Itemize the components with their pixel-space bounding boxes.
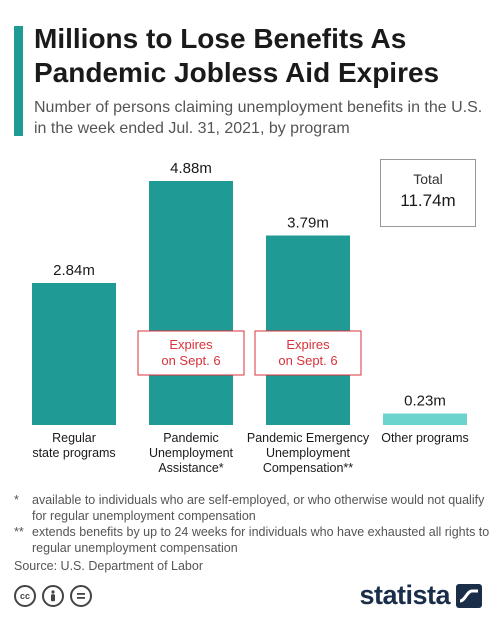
total-box: Total 11.74m — [380, 159, 476, 227]
annotation-text: on Sept. 6 — [161, 353, 220, 368]
category-label: Pandemic — [163, 431, 219, 445]
statista-logo[interactable]: statista — [359, 580, 482, 611]
footnote-2: ** extends benefits by up to 24 weeks fo… — [14, 524, 494, 556]
footnote-mark: ** — [14, 525, 24, 539]
title-accent-bar — [14, 26, 23, 136]
annotation-box — [137, 330, 245, 376]
category-label: Unemployment — [149, 446, 234, 460]
footnote-text: extends benefits by up to 24 weeks for i… — [32, 525, 490, 555]
bar — [266, 235, 350, 425]
category-label: state programs — [32, 446, 115, 460]
license-icons: cc — [14, 585, 92, 607]
footnote-1: * available to individuals who are self-… — [14, 492, 494, 524]
chart-title: Millions to Lose Benefits As Pandemic Jo… — [34, 23, 440, 88]
chart-subtitle: Number of persons claiming unemployment … — [34, 99, 483, 137]
category-label: Other programs — [381, 431, 469, 445]
brand-name: statista — [359, 580, 450, 610]
bar — [32, 283, 116, 425]
statista-mark-icon — [456, 583, 482, 608]
category-label: Regular — [52, 431, 96, 445]
footnote-text: available to individuals who are self-em… — [32, 493, 485, 523]
footnote-mark: * — [14, 493, 19, 507]
annotation-box — [254, 330, 362, 376]
attribution-icon[interactable] — [42, 585, 64, 607]
total-value: 11.74m — [400, 191, 456, 210]
total-label: Total — [413, 171, 443, 187]
annotation-text: Expires — [169, 337, 213, 352]
category-label: Assistance* — [158, 461, 223, 475]
bar-value-label: 0.23m — [404, 393, 446, 410]
annotation-text: on Sept. 6 — [278, 353, 337, 368]
bar-value-label: 2.84m — [53, 262, 95, 279]
bar-value-label: 3.79m — [287, 215, 329, 232]
category-label: Compensation** — [263, 461, 353, 475]
bar — [149, 181, 233, 425]
footnotes: * available to individuals who are self-… — [14, 492, 494, 574]
category-label: Pandemic Emergency — [247, 431, 370, 445]
bar-value-label: 4.88m — [170, 160, 212, 177]
source-note: Source: U.S. Department of Labor — [14, 559, 203, 573]
annotation-text: Expires — [286, 337, 330, 352]
cc-icon[interactable]: cc — [14, 585, 36, 607]
no-derivatives-icon[interactable] — [70, 585, 92, 607]
bar — [383, 413, 467, 425]
category-label: Unemployment — [266, 446, 351, 460]
